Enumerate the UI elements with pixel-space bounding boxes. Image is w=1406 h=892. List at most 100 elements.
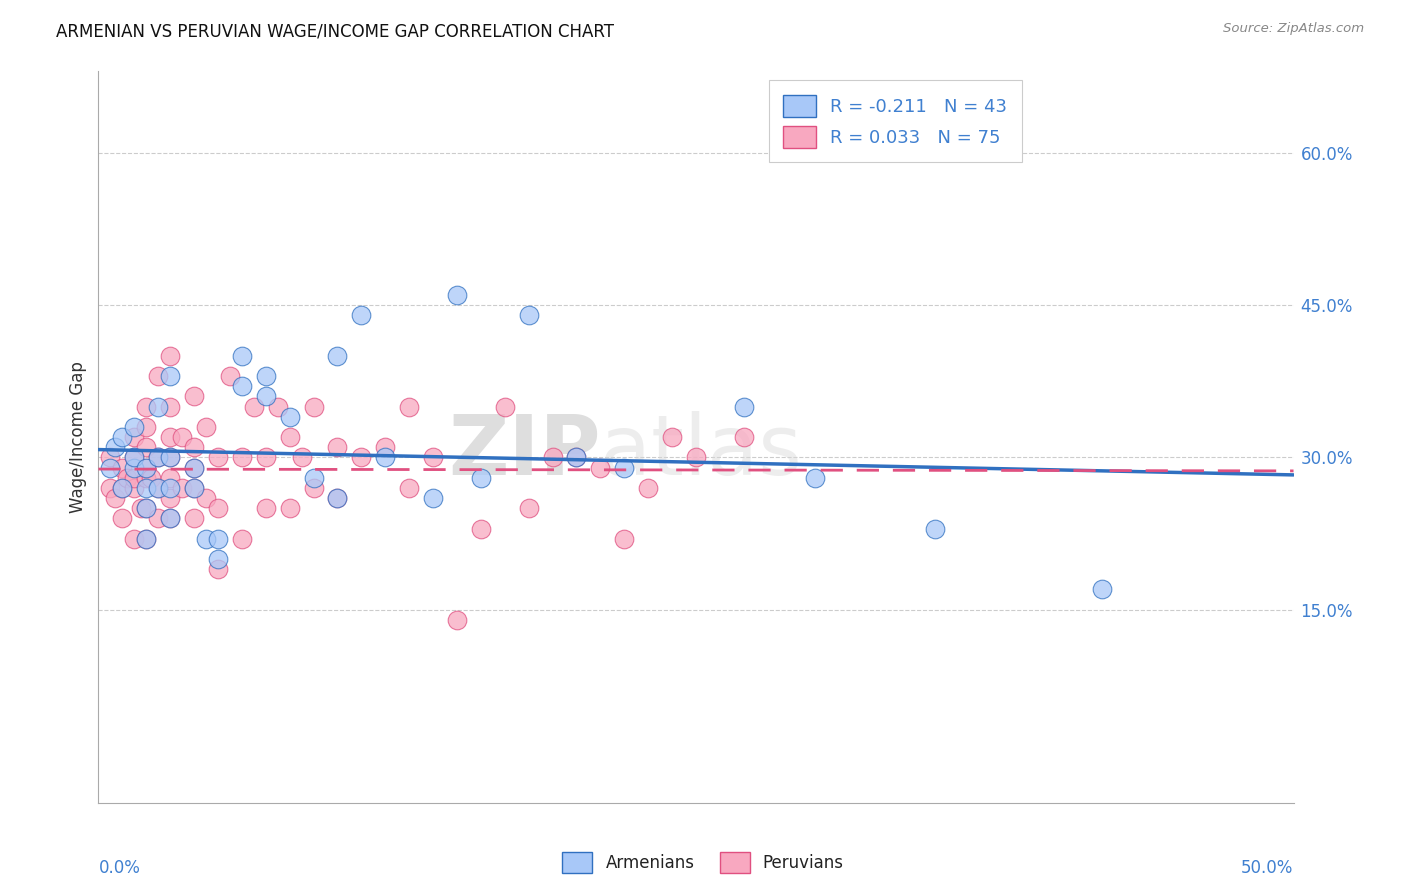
Point (183, 460, 205, 475)
Point (374, 450, 396, 465)
Point (302, 481, 325, 495)
Point (124, 481, 146, 495)
Point (1091, 582, 1114, 597)
Point (111, 460, 134, 475)
Point (148, 450, 170, 465)
Point (326, 440, 349, 454)
Point (111, 481, 134, 495)
Point (613, 460, 636, 475)
Point (135, 400, 157, 414)
Point (661, 430, 683, 444)
Point (159, 349, 181, 363)
Point (194, 420, 218, 434)
Point (131, 501, 153, 516)
Text: atlas: atlas (600, 411, 801, 492)
Point (207, 562, 229, 576)
Point (135, 471, 157, 485)
Point (207, 501, 229, 516)
Point (159, 430, 181, 444)
Point (517, 501, 540, 516)
Point (183, 511, 205, 525)
Point (254, 501, 277, 516)
Point (148, 400, 170, 414)
Point (470, 471, 492, 485)
Point (804, 471, 827, 485)
Point (278, 501, 301, 516)
Point (172, 481, 194, 495)
Point (135, 440, 157, 454)
Point (231, 349, 253, 363)
Point (207, 532, 229, 546)
Point (278, 409, 301, 424)
Point (589, 460, 612, 475)
Point (219, 369, 242, 384)
Point (733, 400, 755, 414)
Point (172, 430, 194, 444)
Point (613, 532, 636, 546)
Point (231, 532, 253, 546)
Point (148, 450, 170, 465)
Point (124, 532, 146, 546)
Point (98, 460, 122, 475)
Point (422, 491, 444, 505)
Point (254, 450, 277, 465)
Point (159, 511, 181, 525)
Point (159, 481, 181, 495)
Point (159, 369, 181, 384)
Text: Source: ZipAtlas.com: Source: ZipAtlas.com (1223, 22, 1364, 36)
Point (104, 440, 127, 454)
Point (159, 471, 181, 485)
Point (135, 460, 157, 475)
Point (183, 481, 205, 495)
Point (541, 450, 564, 465)
Point (243, 400, 266, 414)
Point (231, 379, 253, 393)
Point (135, 460, 157, 475)
Point (254, 389, 277, 403)
Point (98, 450, 122, 465)
Point (207, 450, 229, 465)
Point (267, 400, 290, 414)
Point (135, 501, 157, 516)
Point (159, 511, 181, 525)
Point (124, 450, 146, 465)
Point (231, 450, 253, 465)
Point (139, 471, 162, 485)
Point (637, 481, 659, 495)
Text: 0.0%: 0.0% (98, 859, 141, 877)
Point (924, 522, 946, 536)
Point (446, 288, 468, 302)
Point (124, 450, 146, 465)
Point (183, 389, 205, 403)
Point (124, 420, 146, 434)
Point (685, 450, 707, 465)
Point (124, 460, 146, 475)
Point (159, 450, 181, 465)
Point (111, 511, 134, 525)
Point (115, 471, 138, 485)
Point (98, 481, 122, 495)
Point (302, 400, 325, 414)
Point (148, 511, 170, 525)
Point (350, 450, 373, 465)
Point (148, 481, 170, 495)
Point (398, 400, 420, 414)
Point (207, 552, 229, 566)
Point (291, 450, 314, 465)
Point (159, 400, 181, 414)
Point (374, 440, 396, 454)
Point (148, 369, 170, 384)
Text: ZIP: ZIP (449, 411, 600, 492)
Point (326, 491, 349, 505)
Point (302, 471, 325, 485)
Point (111, 430, 134, 444)
Text: 50.0%: 50.0% (1241, 859, 1294, 877)
Point (733, 430, 755, 444)
Point (446, 613, 468, 627)
Point (470, 522, 492, 536)
Legend: R = -0.211   N = 43, R = 0.033   N = 75: R = -0.211 N = 43, R = 0.033 N = 75 (769, 80, 1022, 162)
Point (135, 532, 157, 546)
Point (194, 491, 218, 505)
Y-axis label: Wage/Income Gap: Wage/Income Gap (69, 361, 87, 513)
Point (183, 440, 205, 454)
